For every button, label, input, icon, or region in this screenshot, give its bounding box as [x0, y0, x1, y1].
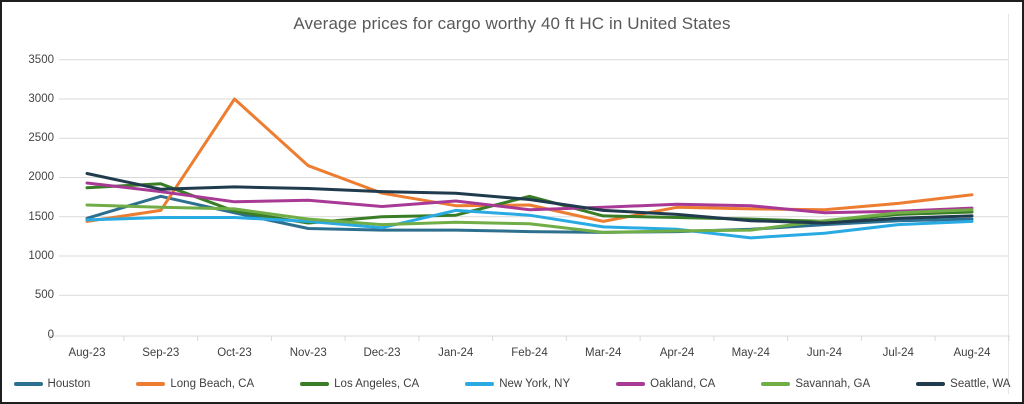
legend-label-oakland-ca: Oakland, CA	[650, 378, 716, 390]
legend-item-los-angeles-ca: Los Angeles, CA	[300, 378, 419, 390]
x-axis-label-oct-23: Oct-23	[217, 347, 252, 359]
x-axis-label-apr-24: Apr-24	[659, 347, 695, 359]
legend-item-oakland-ca: Oakland, CA	[616, 378, 715, 390]
y-axis-label-1500: 1500	[28, 210, 54, 223]
x-axis-label-nov-23: Nov-23	[289, 347, 327, 359]
x-axis-label-dec-23: Dec-23	[363, 347, 401, 359]
legend-swatch-oakland-ca	[616, 382, 646, 386]
x-axis-label-may-24: May-24	[731, 347, 770, 359]
legend-label-savannah-ga: Savannah, GA	[795, 378, 871, 390]
series-line-oakland-ca	[85, 181, 974, 215]
chart-title: Average prices for cargo worthy 40 ft HC…	[293, 14, 731, 33]
legend-label-long-beach-ca: Long Beach, CA	[170, 378, 255, 390]
legend-label-seattle-wa: Seattle, WA	[950, 378, 1011, 390]
y-axis-label-3000: 3000	[28, 92, 54, 105]
x-axis-label-feb-24: Feb-24	[511, 347, 548, 359]
legend-swatch-seattle-wa	[916, 382, 946, 386]
legend: Houston Long Beach, CA Los Angeles, CA New …	[2, 374, 1022, 394]
series-line-houston	[85, 194, 974, 234]
x-axis-label-jan-24: Jan-24	[438, 347, 474, 359]
x-axis-label-jul-24: Jul-24	[882, 347, 914, 359]
series-line-new-york-ny	[85, 208, 974, 240]
legend-item-new-york-ny: New York, NY	[465, 378, 570, 390]
x-axis-label-aug-24: Aug-24	[953, 347, 991, 359]
legend-swatch-houston	[13, 382, 43, 386]
y-axis-label-0: 0	[47, 328, 54, 341]
legend-item-long-beach-ca: Long Beach, CA	[136, 378, 254, 390]
x-axis-label-mar-24: Mar-24	[585, 347, 622, 359]
y-axis-label-3500: 3500	[28, 53, 54, 66]
x-axis	[49, 335, 1010, 341]
legend-swatch-savannah-ga	[761, 382, 791, 386]
x-axis-label-aug-23: Aug-23	[68, 347, 106, 359]
gridlines	[59, 59, 1009, 296]
legend-label-houston: Houston	[47, 378, 91, 390]
legend-swatch-new-york-ny	[465, 382, 495, 386]
x-axis-label-sep-23: Sep-23	[142, 347, 180, 359]
legend-swatch-long-beach-ca	[136, 382, 166, 386]
legend-label-los-angeles-ca: Los Angeles, CA	[334, 378, 420, 390]
y-axis-label-1000: 1000	[28, 249, 54, 262]
y-axis-label-2000: 2000	[28, 171, 54, 184]
legend-item-seattle-wa: Seattle, WA	[916, 378, 1010, 390]
legend-swatch-los-angeles-ca	[300, 382, 330, 386]
x-axis-label-jun-24: Jun-24	[806, 347, 843, 359]
series-line-savannah-ga	[85, 203, 974, 234]
series-line-long-beach-ca	[85, 97, 974, 223]
legend-label-new-york-ny: New York, NY	[499, 378, 571, 390]
y-axis-label-500: 500	[34, 289, 54, 302]
legend-item-savannah-ga: Savannah, GA	[761, 378, 870, 390]
legend-item-houston: Houston	[13, 378, 91, 390]
series-line-seattle-wa	[85, 172, 974, 225]
y-axis-label-2500: 2500	[28, 132, 54, 145]
